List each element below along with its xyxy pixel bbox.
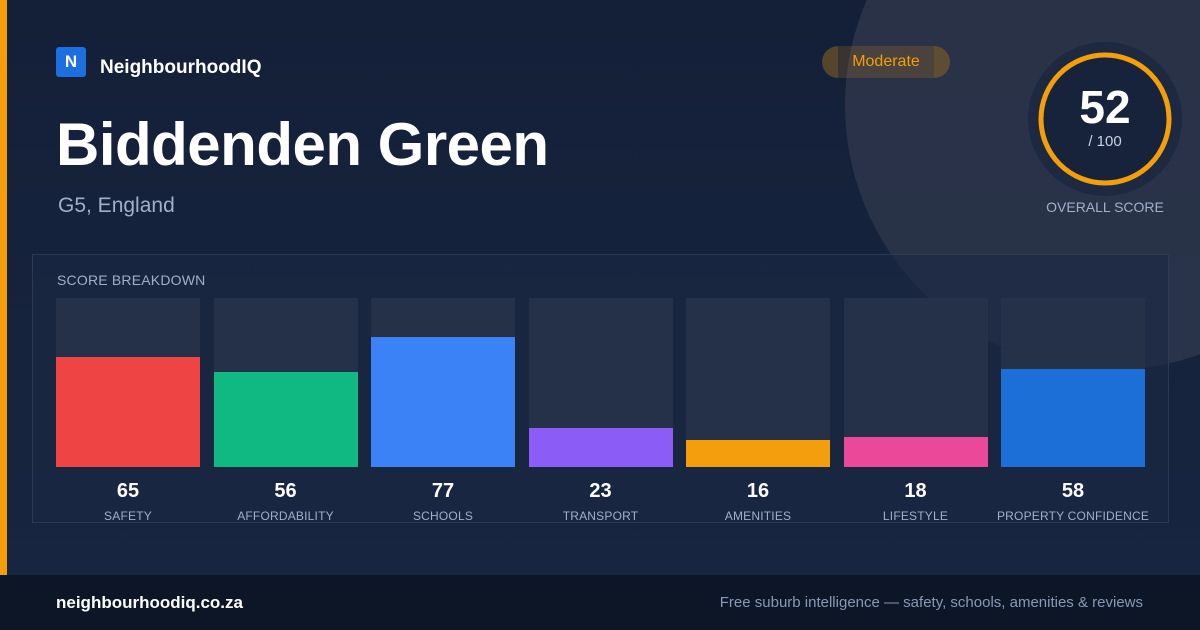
bar-column: 16 AMENITIES [686, 298, 830, 524]
gauge-ring [1028, 42, 1182, 196]
bar [56, 357, 200, 467]
bar [213, 372, 358, 467]
bar [686, 439, 830, 467]
bar-track [1001, 298, 1145, 467]
accent-bar [0, 0, 7, 575]
bar-value-label: 16 [746, 480, 770, 502]
bar-track [213, 298, 358, 467]
bar-value-label: 58 [1061, 480, 1085, 502]
overall-score-value: 52 [1079, 81, 1131, 133]
bar-column: 18 LIFESTYLE [843, 298, 988, 524]
bar-category-label: PROPERTY CONFIDENCE [996, 509, 1150, 523]
gauge-ring-stroke [1038, 52, 1172, 186]
bar-column: 65 SAFETY [56, 298, 200, 524]
bar-category-label: LIFESTYLE [882, 509, 949, 523]
bar-column: 56 AFFORDABILITY [213, 298, 358, 524]
bar-track [371, 298, 515, 467]
bar-column: 77 SCHOOLS [371, 298, 515, 524]
overall-score-gauge: 52 / 100 [1027, 41, 1183, 197]
bar [1001, 368, 1145, 467]
bar-value-label: 18 [904, 480, 927, 502]
footer: neighbourhoodiq.co.za Free suburb intell… [0, 575, 1200, 630]
footer-tagline: Free suburb intelligence — safety, schoo… [719, 594, 1143, 611]
bar-value-label: 77 [431, 480, 455, 502]
score-breakdown-panel: SCORE BREAKDOWN 65 SAFETY 56 AFFORDABILITY 7… [32, 254, 1169, 523]
bar-category-label: AFFORDABILITY [237, 509, 334, 523]
overall-score-max: / 100 [1088, 133, 1122, 150]
bar-value-label: 65 [116, 480, 140, 502]
bar [528, 428, 673, 467]
bar-column: 58 PROPERTY CONFIDENCE [997, 298, 1149, 524]
bar-category-label: SAFETY [104, 509, 152, 523]
bar-value-label: 23 [589, 480, 612, 502]
bar-category-label: SCHOOLS [412, 509, 474, 523]
brand: N NeighbourhoodIQ [56, 46, 261, 78]
breakdown-title: SCORE BREAKDOWN [57, 272, 206, 288]
brand-logo-icon: N [56, 47, 86, 77]
overall-score-label: OVERALL SCORE [1046, 199, 1164, 215]
footer-url: neighbourhoodiq.co.za [56, 593, 243, 612]
bar-column: 23 TRANSPORT [528, 298, 673, 524]
bar-track [56, 298, 200, 467]
bar-category-label: AMENITIES [724, 509, 792, 523]
rating-badge: Moderate [822, 46, 950, 78]
suburb-subtitle: G5, England [58, 194, 175, 217]
bar-track [843, 298, 988, 467]
bar-category-label: TRANSPORT [562, 509, 639, 523]
bar-track [686, 298, 830, 467]
bar [843, 436, 988, 467]
suburb-title: Biddenden Green [56, 111, 549, 178]
bar-value-label: 56 [274, 480, 297, 502]
score-card: N NeighbourhoodIQ Moderate Biddenden Gre… [0, 0, 1200, 575]
bar-track [528, 298, 673, 467]
brand-name: NeighbourhoodIQ [100, 57, 262, 78]
bar [371, 336, 515, 467]
